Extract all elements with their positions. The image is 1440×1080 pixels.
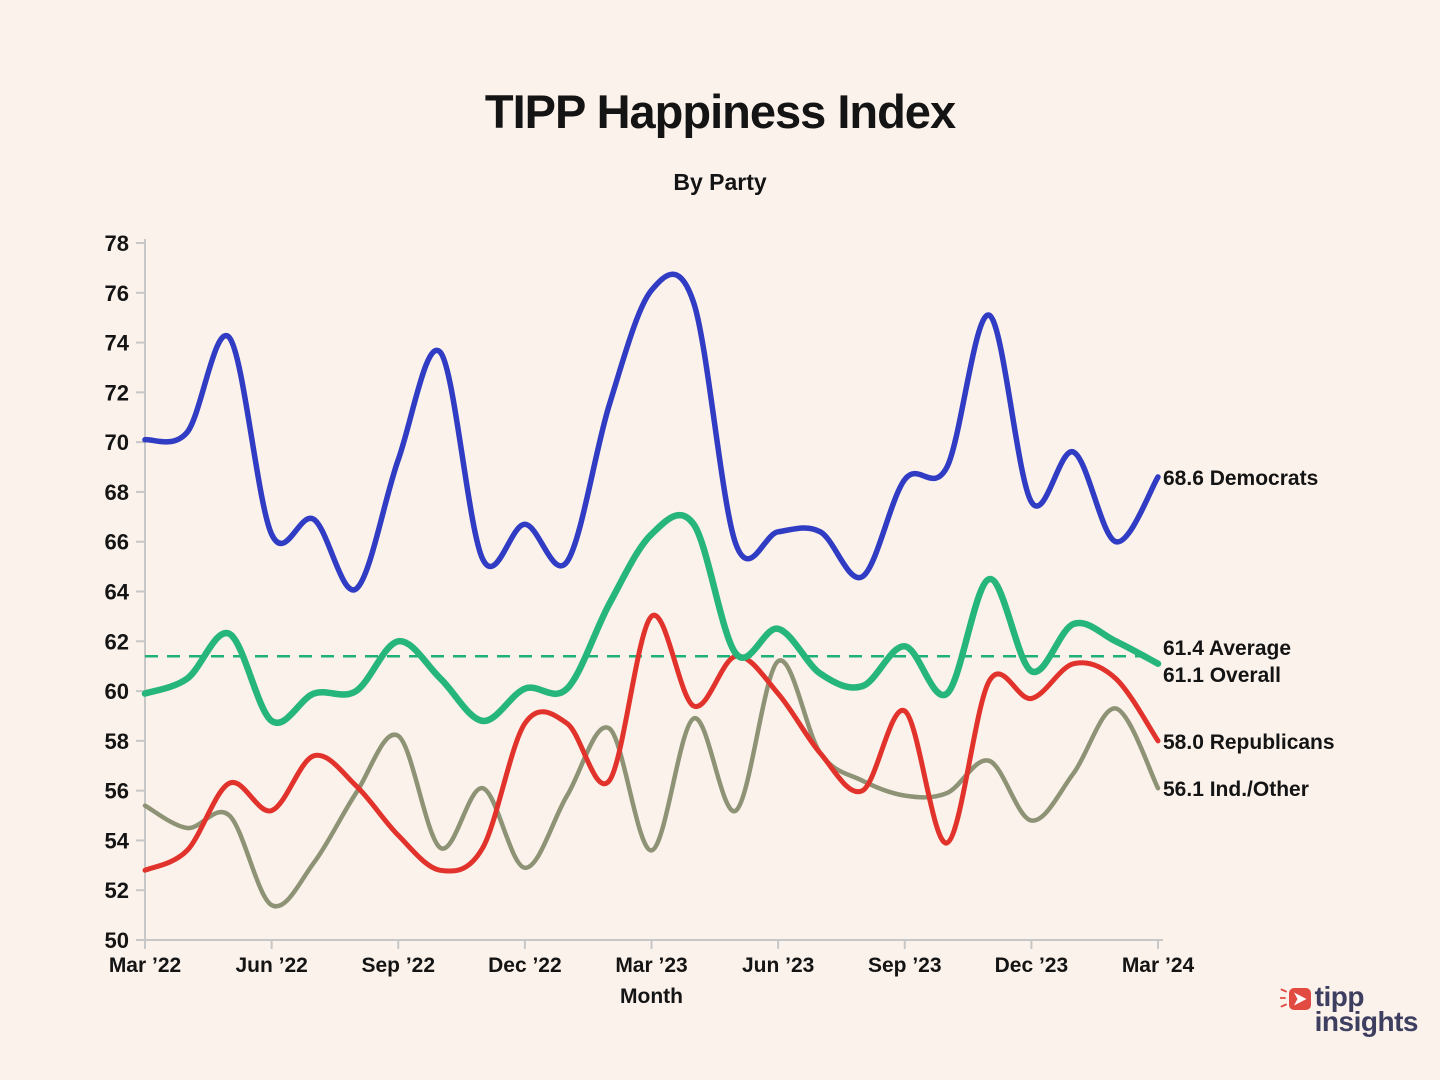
logo-text-tipp: tipp [1314, 981, 1365, 1012]
series-line-democrats [142, 271, 1161, 593]
x-tick-label: Mar ’23 [615, 954, 687, 977]
tipp-logo-icon [1279, 987, 1312, 1016]
x-tick-label: Sep ’23 [868, 954, 942, 977]
tipp-insights-logo: tipp insights [1279, 981, 1419, 1037]
series-line-overall [141, 511, 1162, 726]
y-tick-label: 66 [105, 530, 129, 555]
y-tick-label: 54 [105, 828, 130, 853]
y-tick-label: 64 [105, 580, 130, 605]
y-tick-label: 70 [105, 430, 129, 455]
logo-text: tipp insights [1314, 981, 1419, 1037]
x-tick-label: Mar ’22 [109, 954, 181, 977]
y-tick-label: 50 [105, 928, 129, 953]
line-end-label: 61.1 Overall [1163, 664, 1281, 687]
chart-title: TIPP Happiness Index [484, 85, 956, 138]
y-tick-label: 56 [105, 779, 129, 804]
y-tick-label: 76 [105, 281, 129, 306]
line-end-label: 68.6 Democrats [1163, 467, 1318, 490]
y-tick-label: 78 [105, 231, 129, 256]
series-line-ind-other [142, 658, 1161, 909]
logo-text-insights: insights [1314, 1006, 1419, 1037]
y-tick-label: 62 [105, 629, 129, 654]
line-end-label: 58.0 Republicans [1163, 731, 1335, 754]
y-tick-label: 74 [105, 331, 130, 356]
line-end-label: 61.4 Average [1163, 637, 1291, 660]
series-line-republicans [142, 612, 1161, 874]
y-tick-label: 60 [105, 679, 129, 704]
x-axis-title: Month [620, 985, 683, 1008]
chart-subtitle: By Party [673, 169, 767, 195]
line-end-label: 56.1 Ind./Other [1163, 778, 1309, 801]
x-tick-label: Jun ’22 [235, 954, 307, 977]
x-tick-label: Sep ’22 [361, 954, 435, 977]
x-tick-label: Mar ’24 [1122, 954, 1195, 977]
x-tick-label: Dec ’23 [995, 954, 1069, 977]
y-tick-label: 72 [105, 380, 129, 405]
y-tick-label: 58 [105, 729, 129, 754]
y-tick-label: 68 [105, 480, 129, 505]
x-tick-label: Dec ’22 [488, 954, 562, 977]
y-tick-label: 52 [105, 878, 129, 903]
x-tick-label: Jun ’23 [742, 954, 814, 977]
